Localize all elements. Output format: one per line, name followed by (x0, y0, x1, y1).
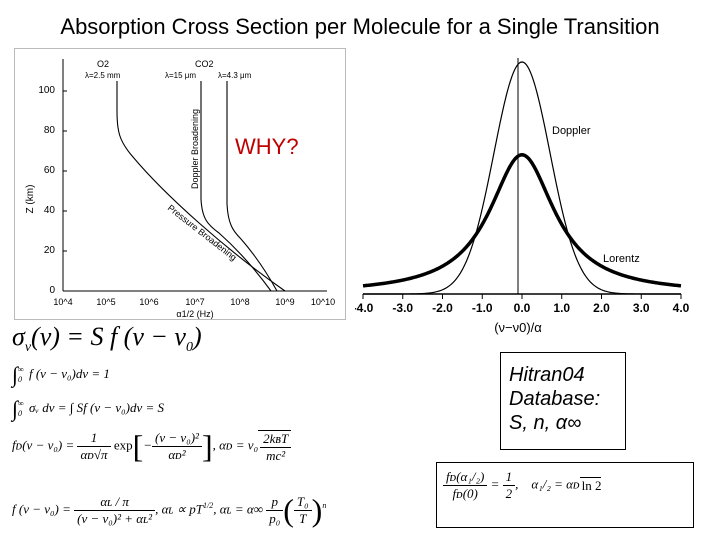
x-tick-label: 2.0 (593, 301, 610, 315)
x-tick-label: 4.0 (673, 301, 690, 315)
x-tick: 10^6 (139, 297, 158, 307)
x-tick: 10^8 (230, 297, 249, 307)
top-label-o2: O2 (97, 59, 109, 69)
y-tick: 60 (44, 165, 56, 176)
curve-label-doppler-broadening: Doppler Broadening (190, 109, 200, 189)
x-tick-label: 3.0 (633, 301, 650, 315)
lorentz-profile-equation: f (ν − ν₀) = αʟ / π (ν − ν₀)² + αʟ², αʟ ∝… (12, 492, 327, 528)
line-shape-chart: -4.0-3.0-2.0-1.00.01.02.03.04.0 Doppler … (355, 48, 690, 338)
x-tick-labels: 10^4 10^5 10^6 10^7 10^8 10^9 10^10 (53, 297, 335, 307)
line-shape-svg: -4.0-3.0-2.0-1.00.01.02.03.04.0 Doppler … (355, 58, 690, 335)
x-tick: 10^10 (311, 297, 335, 307)
top-label-co2-4um: λ=4.3 μm (218, 71, 252, 80)
hitran-line-2: Database: (509, 388, 601, 410)
doppler-curve-label: Doppler (552, 125, 591, 137)
lorentz-curve (362, 153, 682, 288)
doppler-profile-equation: fᴅ(ν − ν₀) = 1 αᴅ√π exp[− (ν − ν₀)² αᴅ²], α… (12, 428, 292, 465)
x-axis-label: (ν−ν0)/α (494, 320, 542, 335)
integrated-strength-equation: ∫∞ 0 σᵥ dν = ∫ Sf (ν − ν₀)dν = S (12, 396, 165, 421)
top-label-co2-15um: λ=15 μm (165, 71, 196, 80)
x-tick-label: -2.0 (432, 301, 453, 315)
x-tick: 10^7 (185, 297, 204, 307)
x-tick-label: 1.0 (553, 301, 570, 315)
x-axis-label: α1/2 (Hz) (176, 309, 213, 319)
hitran-line-3: S, n, α∞ (509, 412, 582, 434)
doppler-curve (363, 61, 681, 295)
top-label-o2-wavelength: λ=2.5 mm (85, 71, 121, 80)
left-figure-svg: 0 20 40 60 80 100 Z (km) 10^4 10^5 10^6 … (25, 59, 335, 319)
altitude-halfwidth-figure: 0 20 40 60 80 100 Z (km) 10^4 10^5 10^6 … (14, 48, 346, 320)
y-tick-labels: 0 20 40 60 80 100 (38, 85, 55, 296)
cross-section-equation: σv(ν) = S f (ν − ν0) (12, 322, 202, 356)
x-tick: 10^4 (53, 297, 72, 307)
y-axis-label: Z (km) (25, 185, 36, 214)
hitran-database-box: Hitran04 Database: S, n, α∞ (500, 352, 626, 450)
o2-profile-curve (116, 81, 286, 292)
co2-15um-profile-curve (200, 81, 272, 292)
top-label-co2: CO2 (195, 59, 214, 69)
y-tick: 100 (38, 85, 55, 96)
x-tick-label: -3.0 (392, 301, 413, 315)
hitran-line-1: Hitran04 (509, 364, 585, 386)
y-tick: 0 (49, 285, 55, 296)
x-tick-label: -1.0 (472, 301, 493, 315)
y-tick: 80 (44, 125, 56, 136)
y-tick: 40 (44, 205, 56, 216)
why-annotation: WHY? (233, 134, 301, 160)
lorentz-curve-label: Lorentz (603, 253, 640, 265)
x-tick: 10^5 (96, 297, 115, 307)
x-tick: 10^9 (275, 297, 294, 307)
x-tick-label: -4.0 (355, 301, 374, 315)
slide-title: Absorption Cross Section per Molecule fo… (60, 14, 660, 39)
y-tick: 20 (44, 245, 56, 256)
normalization-equation: ∫∞ 0 f (ν − ν₀)dν = 1 (12, 362, 110, 387)
x-tick-label: 0.0 (514, 301, 531, 315)
co2-4um-profile-curve (226, 81, 278, 292)
